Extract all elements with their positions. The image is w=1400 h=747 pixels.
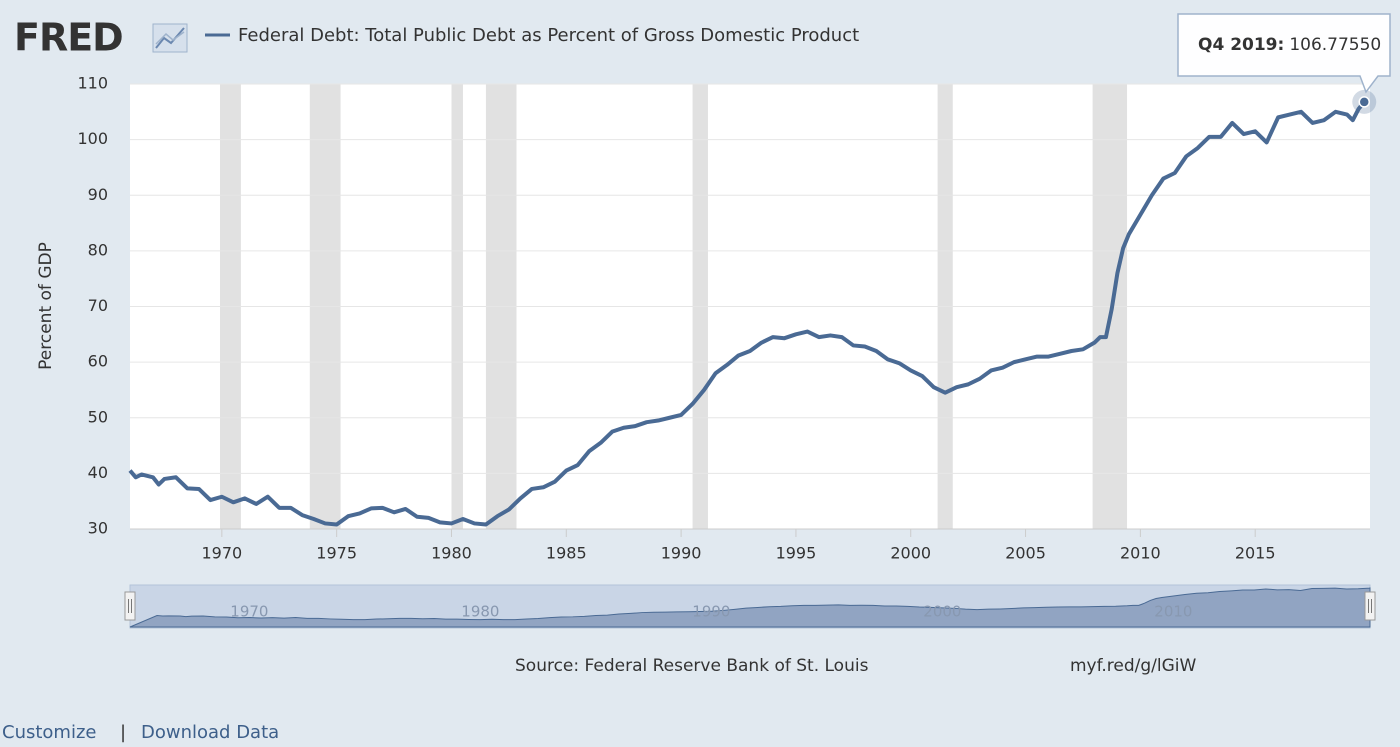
y-axis-label: Percent of GDP <box>36 242 56 370</box>
navigator-handle[interactable] <box>124 591 136 621</box>
separator: | <box>120 722 126 743</box>
logo-icon <box>152 23 188 53</box>
customize-link[interactable]: Customize <box>2 722 96 743</box>
y-tick-label: 80 <box>88 240 108 259</box>
x-tick-label: 2015 <box>1235 544 1276 563</box>
series-line <box>128 100 1366 527</box>
y-tick-label: 40 <box>88 463 108 482</box>
navigator-tick-label: 1970 <box>230 603 268 621</box>
y-tick-label: 90 <box>88 185 108 204</box>
navigator-tick-label: 2000 <box>923 603 961 621</box>
y-tick-label: 50 <box>88 407 108 426</box>
navigator-tick-label: 1980 <box>461 603 499 621</box>
navigator-tick-label: 2010 <box>1154 603 1192 621</box>
tooltip-point <box>1358 96 1371 108</box>
x-tick-label: 1985 <box>546 544 587 563</box>
legend-label: Federal Debt: Total Public Debt as Perce… <box>238 25 859 46</box>
navigator-area <box>129 587 1371 628</box>
x-tick-label: 1980 <box>431 544 472 563</box>
tooltip-label: Q4 2019: <box>1198 35 1284 55</box>
navigator-handle[interactable] <box>1364 591 1376 621</box>
x-tick-label: 2000 <box>890 544 931 563</box>
source: Source: Federal Reserve Bank of St. Loui… <box>515 656 869 676</box>
y-tick-label: 100 <box>77 129 108 148</box>
x-tick-label: 2005 <box>1005 544 1046 563</box>
tooltip-value: 106.77550 <box>1289 35 1381 55</box>
x-tick-label: 2010 <box>1120 544 1161 563</box>
tooltip-text: Q4 2019: 106.77550 <box>1198 35 1381 55</box>
x-tick-label: 1970 <box>201 544 242 563</box>
tooltip-box <box>1177 13 1391 94</box>
y-tick-label: 30 <box>88 519 108 538</box>
x-tick-label: 1995 <box>776 544 817 563</box>
navigator-tick-label: 1990 <box>692 603 730 621</box>
y-tick-label: 110 <box>77 74 108 93</box>
short-url[interactable]: myf.red/g/lGiW <box>1070 656 1197 676</box>
x-tick-label: 1990 <box>661 544 702 563</box>
x-tick-label: 1975 <box>316 544 357 563</box>
download-link[interactable]: Download Data <box>141 722 279 743</box>
logo: FRED <box>14 16 123 60</box>
y-tick-label: 60 <box>88 352 108 371</box>
y-tick-label: 70 <box>88 296 108 315</box>
